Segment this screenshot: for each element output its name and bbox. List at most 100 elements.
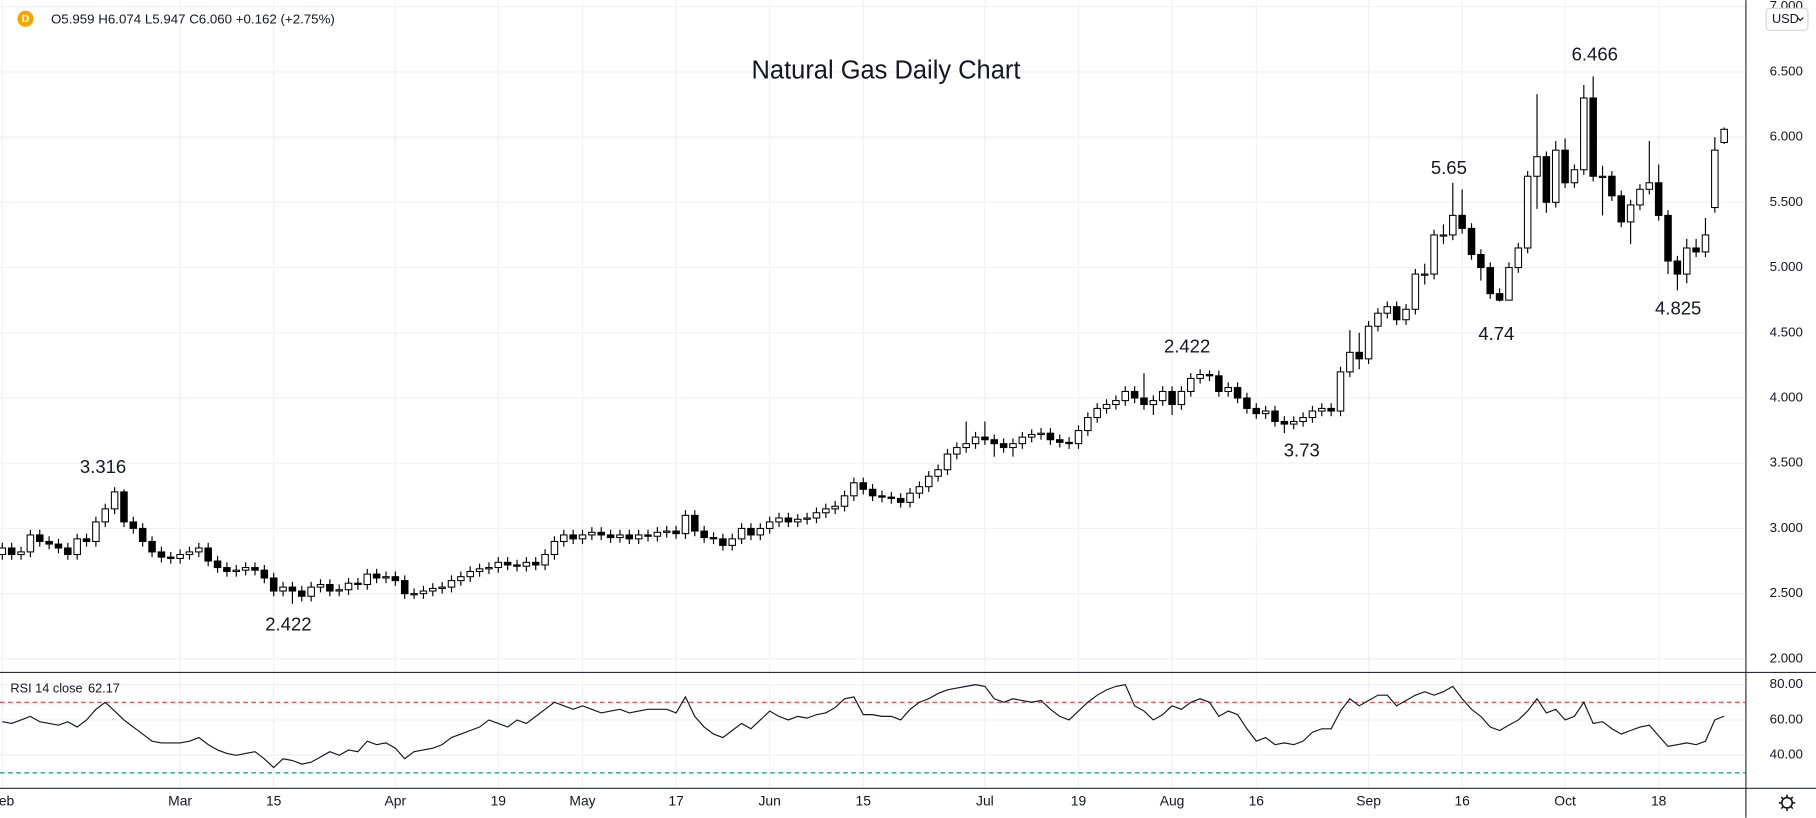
y2-tick-label: 80.00	[1770, 676, 1803, 691]
candle-body	[1299, 417, 1307, 422]
candle-body	[1168, 390, 1176, 406]
currency-button[interactable]	[1765, 7, 1809, 31]
candle-body	[1289, 420, 1298, 425]
candle-body	[981, 436, 989, 441]
candle-body	[616, 534, 624, 539]
candle-body	[1580, 97, 1588, 171]
candle-body	[400, 580, 409, 595]
annotation: 2.422	[1164, 336, 1210, 357]
candle-body	[924, 475, 933, 488]
x-tick-label: Feb	[0, 792, 15, 808]
gear[interactable]	[1781, 796, 1794, 809]
y-tick-label: 6.500	[1770, 63, 1803, 78]
annotation: 6.466	[1572, 44, 1618, 65]
candle-body	[307, 586, 315, 597]
candle-body	[1402, 308, 1410, 321]
y-tick-label: 4.500	[1770, 324, 1803, 339]
candle-body	[1682, 247, 1691, 275]
candle-body	[1140, 397, 1148, 406]
candle-body	[1449, 214, 1457, 236]
candle-body	[1486, 267, 1494, 295]
candle-body	[1205, 373, 1214, 377]
x-tick-label: 18	[1651, 792, 1667, 808]
candle-body	[1598, 175, 1607, 178]
candle-body	[765, 521, 774, 529]
candle-body	[503, 561, 512, 566]
candle-body	[288, 586, 297, 592]
candle-body	[1711, 149, 1719, 209]
candle-body	[447, 580, 456, 588]
candle-body	[1327, 407, 1335, 412]
rsi-title: RSI 14 close	[10, 681, 82, 696]
candle-body	[868, 488, 877, 497]
candle-body	[588, 531, 596, 536]
candle-body	[840, 495, 849, 507]
x-tick-label: 16	[1454, 792, 1470, 808]
candle-body	[737, 527, 746, 540]
candles	[0, 76, 1728, 604]
candle-body	[1551, 149, 1560, 203]
y-tick-label: 2.500	[1770, 585, 1803, 600]
interval: D	[22, 14, 30, 25]
candle-body	[213, 560, 222, 569]
candle-body	[1608, 175, 1616, 197]
candle-body	[1009, 443, 1017, 449]
candle-body	[0, 547, 7, 556]
candle-body	[7, 547, 16, 556]
candle-body	[709, 537, 718, 540]
currency-caret[interactable]	[1797, 17, 1804, 22]
x-tick-label: 15	[856, 792, 872, 808]
candle-body	[232, 569, 241, 572]
annotations: 3.316 2.422 2.422 3.73 5.65 4.74 6.466 4.825	[80, 44, 1701, 635]
candle-body	[457, 576, 465, 582]
annotation: 3.73	[1284, 440, 1320, 461]
rsi-line	[2, 683, 1725, 769]
candle-body	[1252, 407, 1261, 415]
candle-body	[138, 527, 147, 542]
candle-body	[793, 518, 802, 523]
candle-body	[26, 534, 35, 553]
x-tick-label: 19	[491, 792, 507, 808]
candle-body	[906, 492, 914, 503]
candle-body	[569, 534, 577, 540]
candle-body	[606, 534, 615, 539]
candle-body	[494, 561, 503, 569]
candle-body	[644, 534, 652, 537]
y2-tick-label: 60.00	[1770, 711, 1803, 726]
candle-body	[148, 540, 156, 553]
candle-body	[1065, 441, 1073, 445]
candle-body	[700, 530, 708, 539]
candle-body	[1692, 247, 1700, 253]
x-tick-label: 15	[266, 792, 282, 808]
candle-body	[251, 567, 259, 571]
gear-teeth[interactable]	[1778, 794, 1796, 811]
candle-body	[953, 447, 961, 455]
y-tick-label: 6.000	[1770, 129, 1803, 144]
rsi-last-value: 62.17	[88, 681, 120, 696]
candle-body	[653, 531, 662, 537]
candle-body	[990, 439, 999, 445]
candle-body	[438, 586, 446, 589]
candle-body	[1093, 407, 1101, 419]
candle-body	[831, 505, 839, 510]
candle-body	[1505, 267, 1513, 301]
candle-body	[1074, 430, 1083, 445]
candle-body	[475, 568, 484, 572]
candle-body	[1383, 306, 1392, 314]
candle-body	[354, 582, 362, 586]
y-tick-label: 3.500	[1770, 455, 1803, 470]
candle-body	[1215, 375, 1223, 392]
candle-body	[887, 496, 896, 499]
candle-body	[419, 590, 428, 595]
candle-body	[1121, 390, 1130, 402]
candle-body	[1439, 234, 1448, 237]
currency[interactable]: USD	[1772, 11, 1799, 26]
candle-body	[391, 576, 400, 582]
candle-body	[45, 540, 53, 545]
x-tick-label: Jul	[976, 792, 994, 808]
settings-icon[interactable]	[1778, 794, 1796, 811]
candle-body	[1467, 227, 1476, 256]
candle-body	[756, 527, 765, 536]
